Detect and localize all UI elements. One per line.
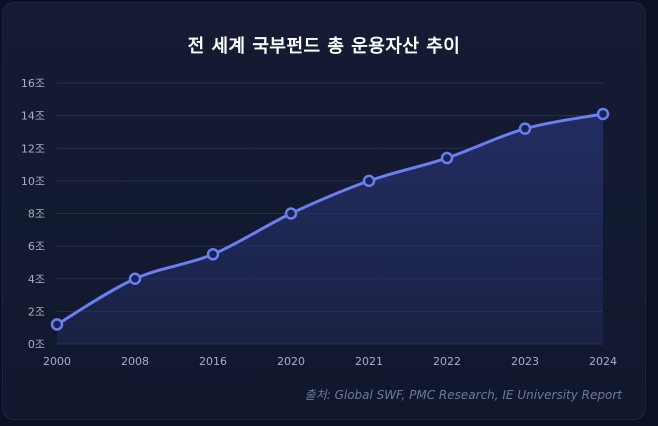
y-tick-label: 6조: [28, 240, 45, 253]
data-point: [206, 248, 220, 261]
series-line: [55, 112, 605, 326]
x-tick-label: 2000: [43, 355, 71, 368]
data-point: [440, 151, 454, 165]
y-tick-label: 16조: [21, 77, 45, 90]
x-tick-label: 2022: [433, 355, 461, 368]
series-line-layer: [55, 112, 605, 326]
y-tick-label: 2조: [28, 305, 45, 318]
x-tick-label: 2020: [277, 355, 305, 368]
source-note: 출처: Global SWF, PMC Research, IE Univers…: [304, 388, 622, 402]
y-tick-label: 8조: [28, 208, 45, 221]
x-tick-label: 2021: [355, 355, 383, 368]
y-tick-label: 10조: [21, 175, 45, 188]
data-point: [128, 272, 142, 285]
x-tick-label: 2024: [589, 355, 617, 368]
data-point: [518, 122, 532, 135]
data-point: [362, 174, 376, 188]
y-tick-label: 4조: [28, 273, 45, 286]
x-tick-label: 2023: [511, 355, 539, 368]
y-tick-label: 12조: [21, 142, 45, 155]
area-fill-layer: [57, 113, 603, 345]
data-point: [596, 107, 610, 121]
x-tick-label: 2008: [121, 355, 149, 368]
x-axis-ticks: 2000 2008 2016 2020 2021 2022 2023 2024: [43, 355, 617, 368]
data-point: [50, 318, 64, 331]
y-axis-ticks: 0조 2조 4조 6조 8조 10조 12조 14조 16조: [21, 77, 45, 351]
data-points: [50, 107, 610, 331]
x-tick-label: 2016: [199, 355, 227, 368]
y-tick-label: 0조: [28, 338, 45, 351]
series-area: [57, 113, 603, 345]
chart-title: 전 세계 국부펀드 총 운용자산 추이: [187, 36, 461, 57]
y-tick-label: 14조: [21, 110, 45, 123]
data-point: [284, 207, 298, 220]
